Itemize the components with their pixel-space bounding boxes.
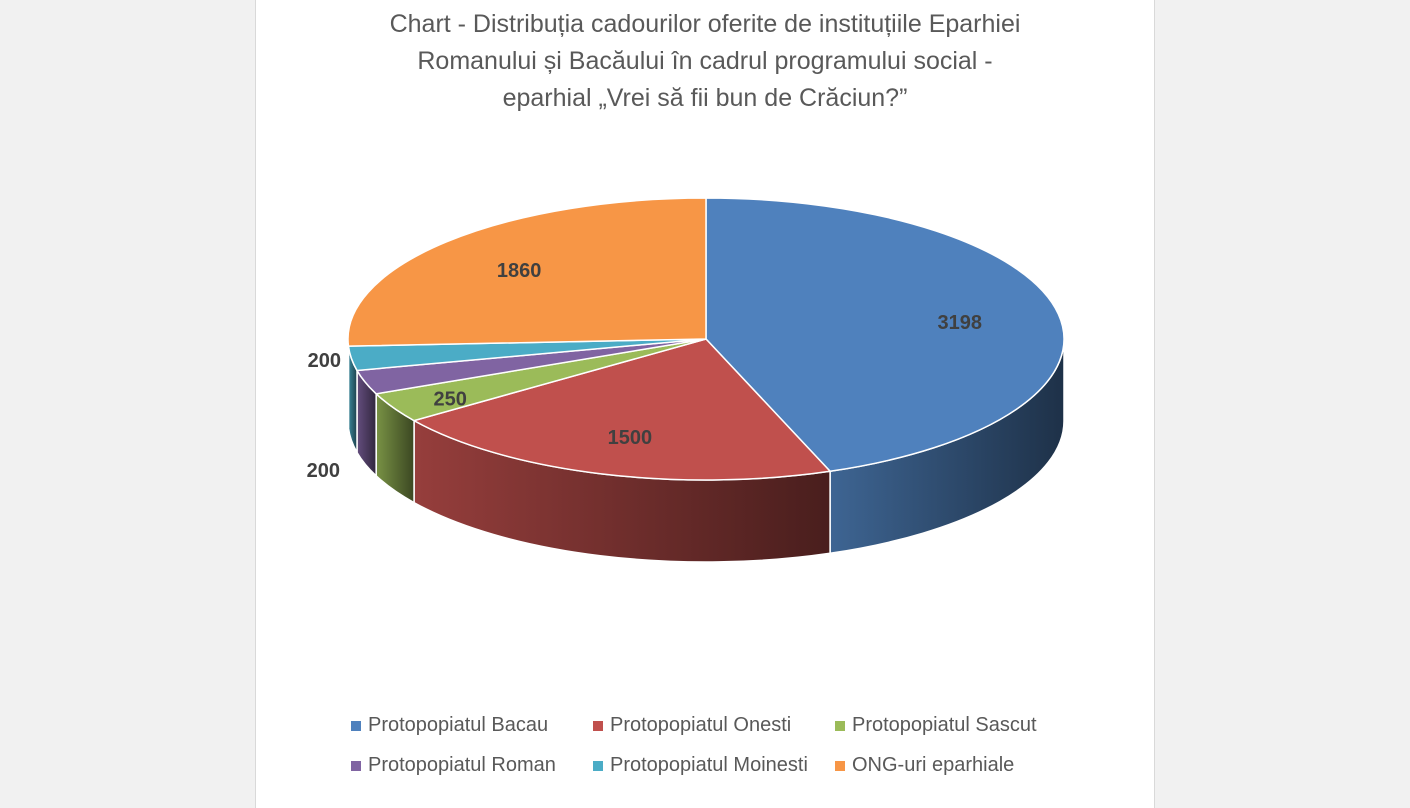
- legend-label: Protopopiatul Sascut: [852, 714, 1037, 737]
- legend-swatch: [593, 721, 603, 731]
- legend-label: Protopopiatul Roman: [368, 754, 556, 777]
- legend-item-protopopiatul-roman: Protopopiatul Roman: [351, 754, 556, 777]
- chart-card: Chart - Distribuția cadourilor oferite d…: [255, 0, 1155, 808]
- data-label-protopopiatul-moinesti: 200: [308, 350, 341, 372]
- legend-swatch: [835, 761, 845, 771]
- legend-swatch: [835, 721, 845, 731]
- data-label-protopopiatul-onesti: 1500: [608, 427, 653, 449]
- legend-item-protopopiatul-bacau: Protopopiatul Bacau: [351, 714, 548, 737]
- legend-label: Protopopiatul Bacau: [368, 714, 548, 737]
- legend-item-protopopiatul-onesti: Protopopiatul Onesti: [593, 714, 791, 737]
- legend-swatch: [351, 721, 361, 731]
- legend-item-protopopiatul-sascut: Protopopiatul Sascut: [835, 714, 1037, 737]
- data-label-protopopiatul-bacau: 3198: [937, 312, 982, 334]
- data-label-ong-uri-eparhiale: 1860: [497, 260, 541, 282]
- pie-chart: 3198 1500 250 200 200 1860: [256, 0, 1154, 698]
- data-label-protopopiatul-sascut: 250: [433, 388, 466, 410]
- data-label-protopopiatul-roman: 200: [307, 460, 340, 482]
- legend-item-ong-uri-eparhiale: ONG-uri eparhiale: [835, 754, 1014, 777]
- legend-item-protopopiatul-moinesti: Protopopiatul Moinesti: [593, 754, 808, 777]
- legend-label: Protopopiatul Moinesti: [610, 754, 808, 777]
- legend-label: ONG-uri eparhiale: [852, 754, 1014, 777]
- legend-swatch: [351, 761, 361, 771]
- legend-swatch: [593, 761, 603, 771]
- legend-label: Protopopiatul Onesti: [610, 714, 791, 737]
